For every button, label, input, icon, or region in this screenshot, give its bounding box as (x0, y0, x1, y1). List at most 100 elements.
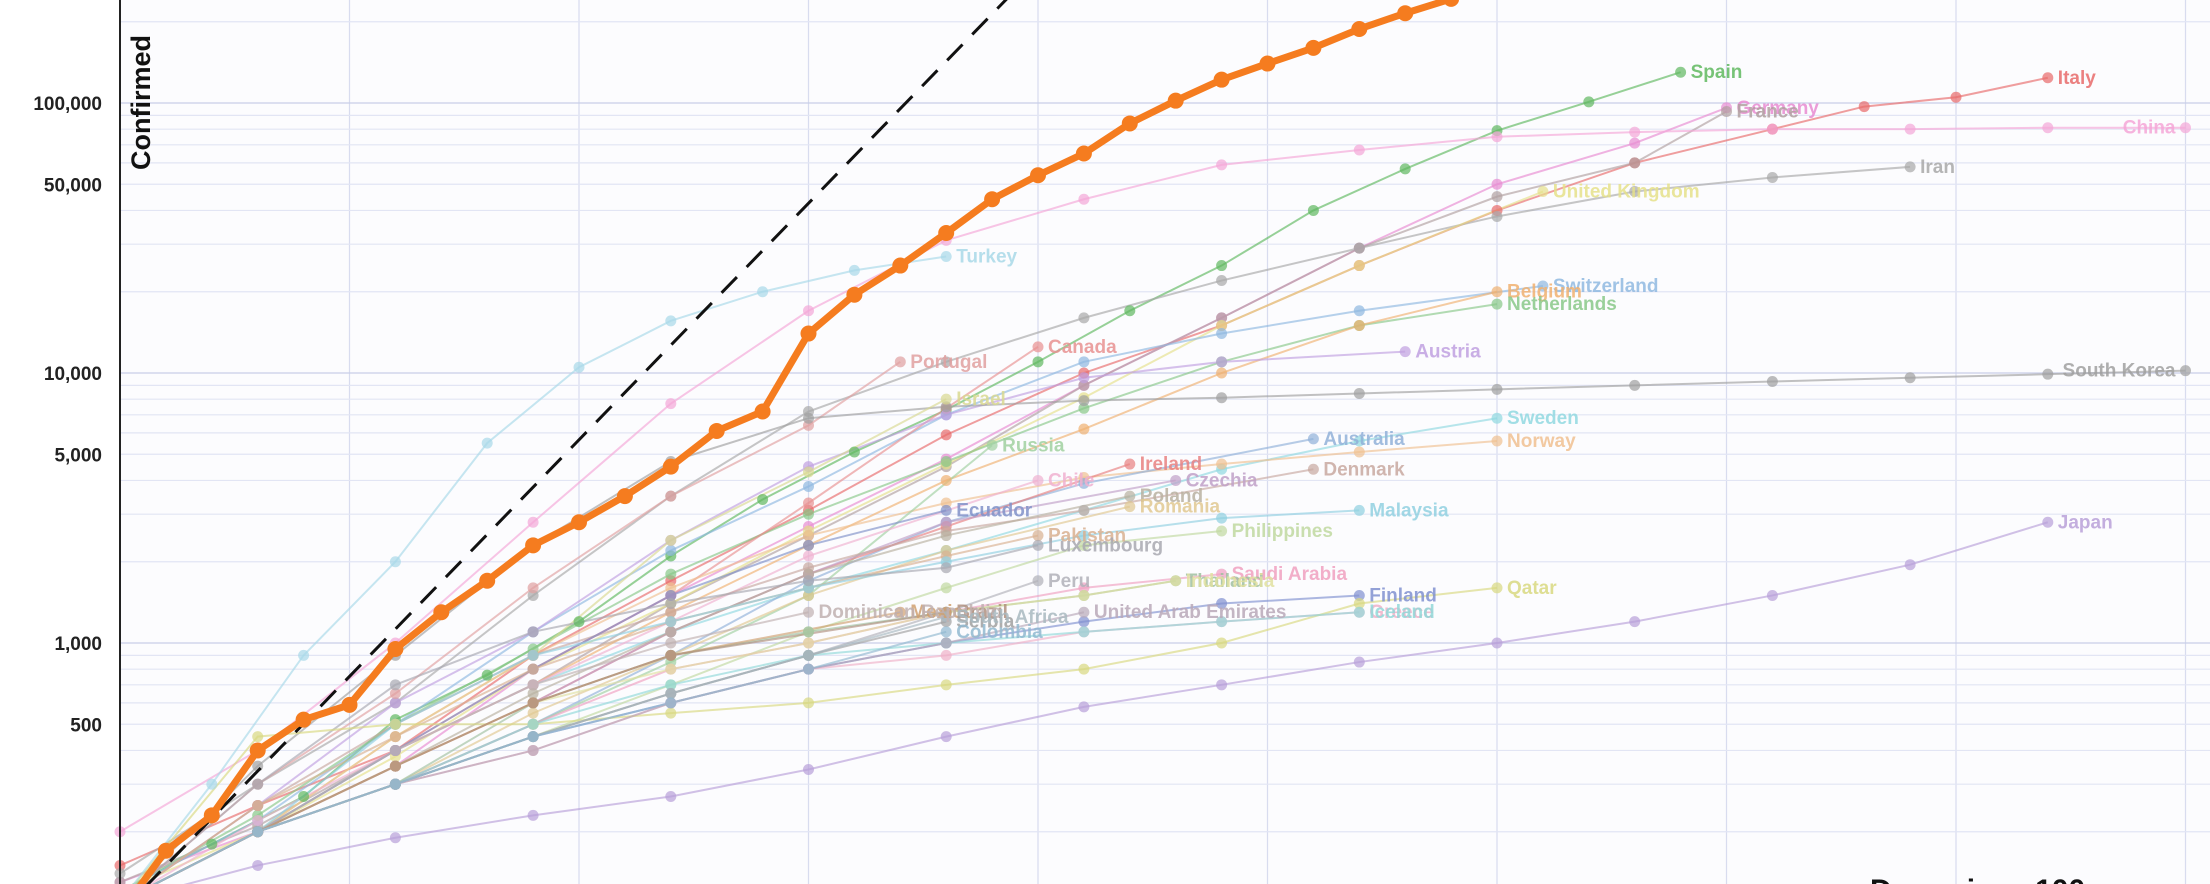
point-portugal (665, 490, 677, 502)
point-iceland (527, 718, 539, 730)
point-czechia (940, 516, 952, 528)
highlight-point (662, 458, 679, 475)
point-thailand (803, 626, 814, 638)
point-japan (1216, 679, 1228, 691)
y-tick-label: 50,000 (44, 175, 102, 196)
highlight-point (249, 742, 266, 759)
highlight-point (203, 807, 220, 824)
point-italy (1858, 101, 1870, 113)
point-turkey (389, 556, 401, 568)
point-pakistan (1032, 530, 1044, 542)
point-china (1078, 193, 1090, 205)
country-label-germany: Germany (1737, 98, 1820, 119)
point-france (1491, 191, 1503, 203)
point-china (1629, 126, 1641, 138)
point-indonesia (665, 663, 677, 675)
point-denmark (1307, 463, 1319, 475)
point-iran (1491, 210, 1503, 222)
point-south-korea (1491, 383, 1503, 395)
point-switzerland (803, 480, 814, 492)
country-label-france: France (1737, 102, 1799, 123)
point-brazil (665, 649, 677, 661)
point-dominican-republic (803, 606, 814, 618)
point-spain (1307, 204, 1319, 216)
point-netherlands (1491, 298, 1503, 310)
y-tick-label: 500 (70, 715, 102, 736)
series-line-malaysia (152, 509, 1360, 884)
point-russia (986, 439, 998, 451)
point-iran (1904, 161, 1916, 173)
country-label-israel: Israel (956, 389, 1006, 410)
point-austria (940, 409, 952, 421)
plot-background (120, 0, 2210, 884)
point-malaysia (1078, 530, 1090, 542)
point-luxembourg (803, 575, 814, 587)
country-label-united-arab-emirates: United Arab Emirates (1094, 602, 1287, 623)
highlight-line (137, 0, 1453, 884)
point-china (2042, 122, 2054, 134)
point-japan (1629, 616, 1641, 628)
vertical-gridlines (119, 0, 2187, 884)
highlight-point (754, 403, 771, 420)
highlight-point (938, 225, 955, 242)
point-south-korea (803, 412, 814, 424)
point-turkey (665, 315, 677, 327)
highlight-point (295, 711, 312, 728)
highlight-point (571, 514, 587, 531)
point-romania (803, 589, 814, 601)
country-label-peru: Peru (1048, 571, 1090, 592)
country-label-switzerland: Switzerland (1553, 276, 1659, 297)
point-philippines (1078, 539, 1090, 551)
point-colombia (803, 663, 814, 675)
country-label-belgium: Belgium (1507, 282, 1582, 303)
point-dominican-republic (389, 744, 401, 756)
point-iran (527, 589, 539, 601)
point-turkey (298, 649, 310, 661)
point-indonesia (1078, 589, 1090, 601)
point-ecuador (665, 589, 677, 601)
point-finland (1078, 616, 1090, 628)
point-poland (940, 530, 952, 542)
point-south-korea (940, 401, 952, 413)
country-label-saudi-arabia: Saudi Arabia (1232, 564, 1348, 585)
country-label-luxembourg: Luxembourg (1048, 535, 1163, 556)
point-turkey (573, 361, 585, 373)
point-philippines (940, 582, 952, 594)
point-belgium (1491, 286, 1503, 298)
point-china (665, 398, 677, 410)
highlight-point (387, 641, 404, 658)
y-axis-label: Confirmed (126, 35, 156, 170)
point-luxembourg (389, 679, 401, 691)
point-netherlands (665, 568, 677, 580)
point-turkey (757, 286, 769, 298)
point-israel (803, 466, 814, 478)
country-label-ireland: Ireland (1140, 454, 1202, 475)
point-south-korea (1766, 376, 1778, 388)
point-colombia (665, 697, 677, 709)
point-belgium (1078, 423, 1090, 435)
point-colombia (252, 826, 264, 838)
point-united-kingdom (1353, 260, 1365, 272)
point-italy (2042, 72, 2054, 84)
country-label-indonesia: Indonesia (1186, 571, 1275, 592)
point-switzerland (1216, 328, 1228, 340)
point-spain (1032, 356, 1044, 368)
highlight-point (157, 842, 174, 859)
point-qatar (252, 731, 264, 743)
country-label-mexico: Mexico (910, 602, 974, 623)
point-netherlands (1078, 402, 1090, 414)
point-austria (1399, 346, 1411, 358)
point-united-arab-emirates (940, 637, 952, 649)
point-netherlands (940, 456, 952, 468)
country-label-philippines: Philippines (1232, 521, 1333, 542)
point-turkey (940, 251, 952, 263)
point-malaysia (1353, 504, 1365, 516)
country-label-sweden: Sweden (1507, 408, 1579, 429)
point-china (1353, 144, 1365, 156)
country-label-czechia: Czechia (1186, 470, 1258, 491)
point-poland (1124, 490, 1136, 502)
highlight-point (1351, 20, 1368, 37)
country-label-china: China (2123, 118, 2176, 139)
point-qatar (665, 707, 677, 719)
